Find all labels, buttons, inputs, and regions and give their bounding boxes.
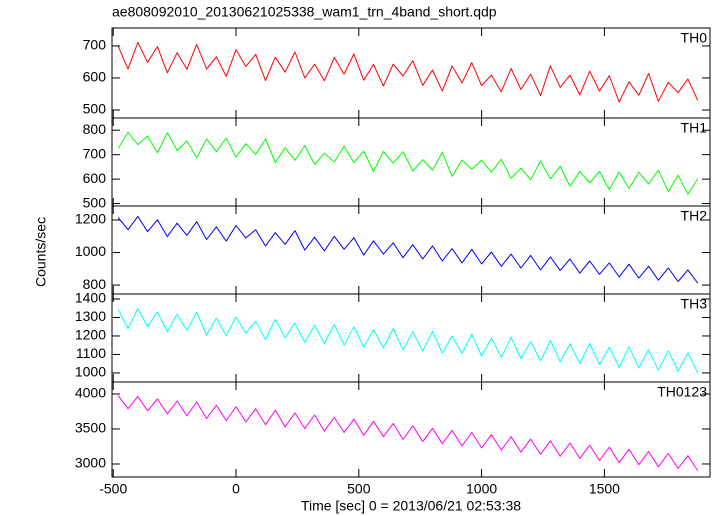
x-tick-label: 1500 [589,481,620,497]
y-tick-label: 700 [83,37,107,53]
x-axis-label: Time [sec] 0 = 2013/06/21 02:53:38 [301,498,521,514]
y-tick-label: 600 [83,69,107,85]
y-tick-label: 1200 [75,211,106,227]
series-label: TH2 [681,208,708,224]
series-label: TH1 [681,120,708,136]
y-tick-label: 800 [83,121,107,137]
y-tick-label: 1400 [75,290,106,306]
series-label: TH0123 [657,384,707,400]
y-tick-label: 500 [83,194,107,210]
data-line [117,395,699,471]
y-tick-label: 600 [83,170,107,186]
x-tick-label: 500 [347,481,371,497]
y-tick-label: 800 [83,276,107,292]
panel-frame [111,117,711,207]
y-tick-label: 500 [83,101,107,117]
panel-frame [111,381,711,478]
y-tick-label: 1300 [75,308,106,324]
panel-frame [111,27,711,119]
y-axis-label: Counts/sec [33,217,49,287]
y-tick-label: 4000 [75,385,106,401]
series-label: TH0 [681,30,708,46]
data-line [117,41,699,103]
x-tick-label: 1000 [466,481,497,497]
data-line [117,131,699,195]
data-line [117,215,699,284]
y-tick-label: 3500 [75,420,106,436]
panel-frame [111,205,711,295]
y-tick-label: 1000 [75,364,106,380]
chart-title: ae808092010_20130621025338_wam1_trn_4ban… [112,4,497,20]
y-tick-label: 1200 [75,327,106,343]
panel-frame [111,293,711,383]
y-tick-label: 700 [83,145,107,161]
x-tick-label: -500 [99,481,127,497]
y-tick-label: 3000 [75,455,106,471]
data-line [117,308,699,373]
y-tick-label: 1000 [75,243,106,259]
x-tick-label: 0 [232,481,240,497]
series-label: TH3 [681,296,708,312]
y-tick-label: 1100 [76,345,106,361]
